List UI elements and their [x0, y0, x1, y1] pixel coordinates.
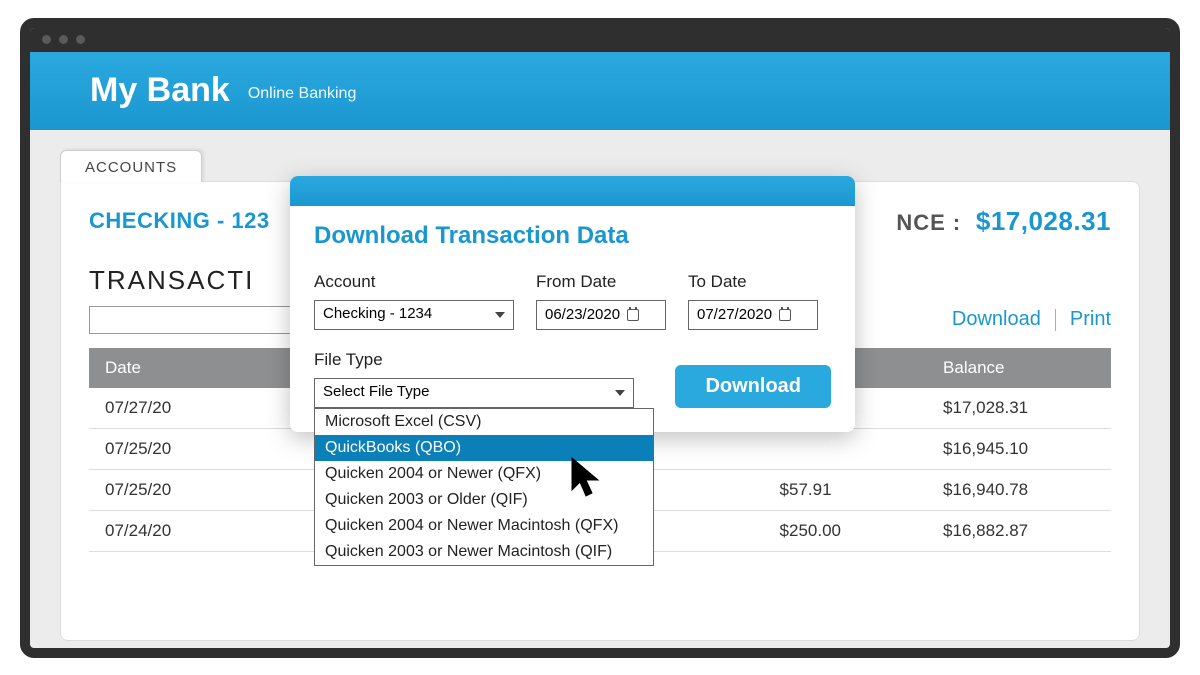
app-window: My Bank Online Banking ACCOUNTS CHECKING…: [20, 18, 1180, 658]
cell-amount: [764, 429, 928, 469]
download-modal: Download Transaction Data Account Checki…: [290, 176, 855, 432]
from-date-field: From Date 06/23/2020: [536, 272, 666, 330]
link-divider: [1055, 309, 1056, 331]
to-date-field: To Date 07/27/2020: [688, 272, 818, 330]
balance-display: NCE : $17,028.31: [896, 206, 1111, 237]
brand-name: My Bank: [90, 71, 230, 110]
filetype-placeholder: Select File Type: [323, 383, 429, 400]
calendar-icon: [627, 309, 639, 321]
balance-label: NCE :: [896, 210, 961, 235]
download-link[interactable]: Download: [952, 308, 1041, 331]
to-date-input[interactable]: 07/27/2020: [688, 300, 818, 330]
modal-form-row: Account Checking - 1234 From Date 06/23/…: [314, 272, 831, 330]
filetype-option[interactable]: Quicken 2003 or Newer Macintosh (QIF): [315, 539, 653, 565]
balance-amount: $17,028.31: [976, 206, 1111, 236]
calendar-icon: [779, 309, 791, 321]
account-label: Account: [314, 272, 514, 292]
window-maximize-icon[interactable]: [76, 35, 85, 44]
from-date-value: 06/23/2020: [545, 306, 620, 323]
cell-date: 07/27/20: [89, 388, 273, 428]
cell-date: 07/24/20: [89, 511, 273, 551]
tab-accounts[interactable]: ACCOUNTS: [60, 150, 202, 182]
site-banner: My Bank Online Banking: [30, 52, 1170, 130]
cell-date: 07/25/20: [89, 429, 273, 469]
to-date-value: 07/27/2020: [697, 306, 772, 323]
account-select[interactable]: Checking - 1234: [314, 300, 514, 330]
filetype-option[interactable]: Microsoft Excel (CSV): [315, 409, 653, 435]
download-button[interactable]: Download: [675, 365, 831, 408]
modal-titlebar: [290, 176, 855, 206]
th-balance: Balance: [927, 348, 1111, 388]
modal-title: Download Transaction Data: [314, 222, 831, 250]
to-date-label: To Date: [688, 272, 818, 292]
filetype-dropdown: Microsoft Excel (CSV)QuickBooks (QBO)Qui…: [314, 408, 654, 566]
chevron-down-icon: [495, 312, 505, 318]
filetype-option[interactable]: Quicken 2003 or Older (QIF): [315, 487, 653, 513]
th-date: Date: [89, 348, 273, 388]
action-links: Download Print: [952, 308, 1111, 331]
window-titlebar: [30, 28, 1170, 52]
cell-balance: $16,882.87: [927, 511, 1111, 551]
cell-balance: $16,945.10: [927, 429, 1111, 469]
print-link[interactable]: Print: [1070, 308, 1111, 331]
chevron-down-icon: [615, 390, 625, 396]
modal-body: Download Transaction Data Account Checki…: [290, 206, 855, 432]
cell-balance: $17,028.31: [927, 388, 1111, 428]
cell-amount: $57.91: [764, 470, 928, 510]
filetype-select[interactable]: Select File Type: [314, 378, 634, 408]
account-field: Account Checking - 1234: [314, 272, 514, 330]
cell-date: 07/25/20: [89, 470, 273, 510]
from-date-input[interactable]: 06/23/2020: [536, 300, 666, 330]
cell-amount: $250.00: [764, 511, 928, 551]
window-minimize-icon[interactable]: [59, 35, 68, 44]
brand-subtitle: Online Banking: [248, 85, 357, 103]
filetype-option[interactable]: Quicken 2004 or Newer Macintosh (QFX): [315, 513, 653, 539]
cell-balance: $16,940.78: [927, 470, 1111, 510]
account-select-value: Checking - 1234: [323, 305, 432, 322]
filetype-option[interactable]: Quicken 2004 or Newer (QFX): [315, 461, 653, 487]
filetype-option[interactable]: QuickBooks (QBO): [315, 435, 653, 461]
from-date-label: From Date: [536, 272, 666, 292]
window-close-icon[interactable]: [42, 35, 51, 44]
account-name: CHECKING - 123: [89, 208, 270, 234]
